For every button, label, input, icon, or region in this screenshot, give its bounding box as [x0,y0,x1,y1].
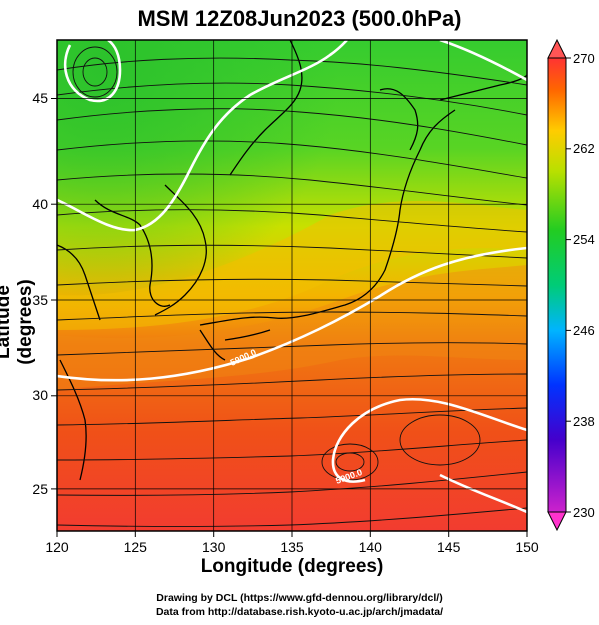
lat-tick-label: 25 [32,481,48,497]
x-axis-label: Longitude (degrees) [200,556,384,577]
map-title: MSM 12Z08Jun2023 (500.0hPa) [137,6,462,31]
lon-tick-labels: 120 125 130 135 140 145 150 [45,539,539,555]
y-axis-label: Latitude (degrees) [0,279,36,365]
colorbar-bottom-arrow [547,511,567,532]
colorbar-tick-label: 270 [573,51,595,66]
colorbar-tick-label: 246 [573,323,595,338]
lat-tick-label: 45 [32,90,48,106]
lon-tick-label: 145 [437,539,461,555]
lon-tick-label: 125 [124,539,148,555]
lon-tick-label: 120 [45,539,69,555]
footer-credit-data: Data from http://database.rish.kyoto-u.a… [155,606,444,618]
lon-tick-label: 130 [202,539,226,555]
colorbar-tick-label: 238 [573,414,595,429]
lat-tick-labels: 45 40 35 30 25 [32,90,48,497]
axis-ticks [51,98,528,537]
lat-tick-label: 35 [32,292,48,308]
lon-tick-label: 140 [359,539,383,555]
colorbar-tick-label: 254 [573,232,595,247]
colorbar-tick-label: 262 [573,141,595,156]
colorbar: 270 262 254 246 238 230 [547,38,595,532]
wind-streamlines [57,46,527,527]
lat-tick-label: 40 [32,196,48,212]
graticule [57,40,527,531]
colorbar-tick-label: 230 [573,505,595,520]
lat-tick-label: 30 [32,387,48,403]
footer-credit-dcl: Drawing by DCL (https://www.gfd-dennou.o… [156,592,443,604]
lon-tick-label: 135 [280,539,304,555]
lon-tick-label: 150 [515,539,539,555]
colorbar-top-arrow [547,38,567,59]
